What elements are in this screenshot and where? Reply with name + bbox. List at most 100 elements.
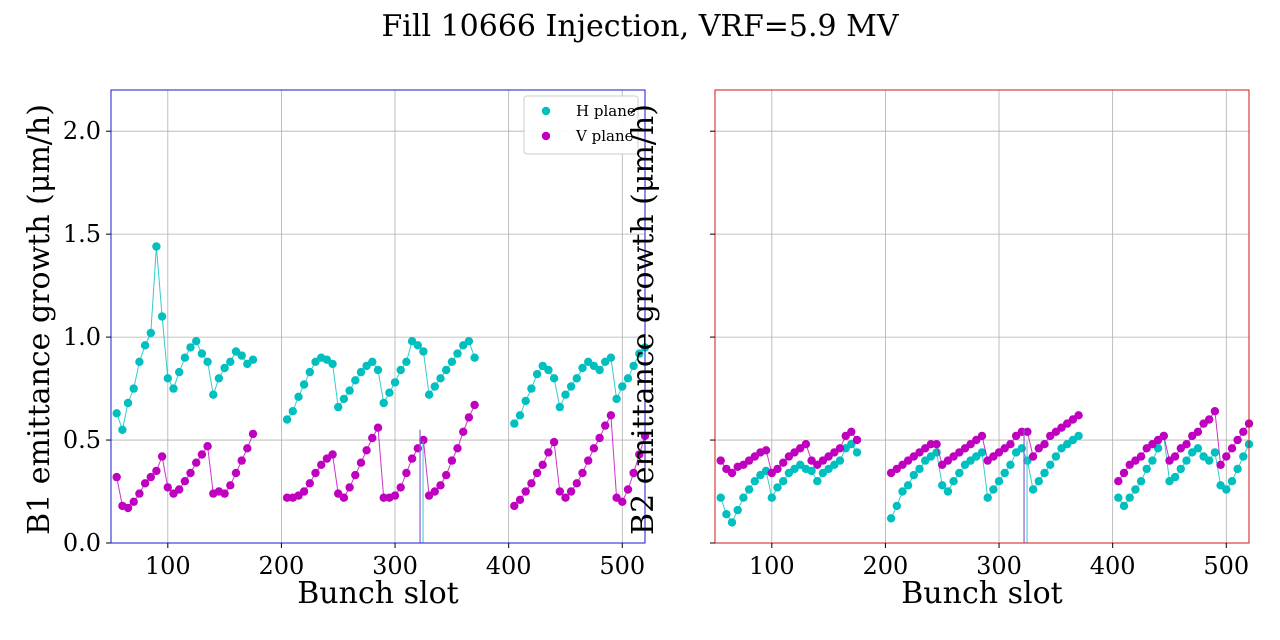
data-point bbox=[1114, 493, 1123, 502]
data-point bbox=[1040, 468, 1049, 478]
data-point bbox=[606, 353, 616, 362]
data-point bbox=[595, 433, 604, 443]
data-point bbox=[334, 402, 343, 412]
data-point bbox=[601, 421, 610, 430]
data-point bbox=[566, 382, 576, 391]
data-point bbox=[163, 374, 172, 383]
x-tick-label: 100 bbox=[145, 552, 191, 580]
data-point bbox=[368, 433, 377, 443]
y-tick-label: 1.5 bbox=[63, 220, 101, 248]
data-point bbox=[1028, 452, 1038, 461]
y-tick-label: 2.0 bbox=[63, 117, 101, 145]
data-point bbox=[578, 468, 587, 478]
data-point bbox=[739, 493, 748, 502]
data-point bbox=[180, 353, 190, 362]
data-point bbox=[175, 367, 184, 377]
data-point bbox=[898, 487, 907, 496]
x-tick-label: 400 bbox=[1090, 552, 1136, 580]
y-tick-label: 1.0 bbox=[63, 323, 101, 351]
data-point bbox=[584, 456, 593, 465]
data-point bbox=[977, 448, 987, 457]
data-point bbox=[572, 374, 581, 383]
data-point bbox=[1227, 444, 1237, 453]
data-point bbox=[938, 481, 947, 490]
data-point bbox=[368, 357, 377, 366]
data-point bbox=[163, 483, 172, 492]
data-point bbox=[356, 458, 366, 467]
spike-line bbox=[1023, 429, 1028, 543]
data-point bbox=[1159, 431, 1169, 441]
data-point bbox=[1193, 444, 1203, 453]
data-point bbox=[299, 487, 309, 496]
data-point bbox=[618, 497, 627, 506]
data-point bbox=[186, 468, 195, 478]
data-point bbox=[447, 357, 457, 366]
data-point bbox=[373, 365, 383, 375]
x-tick-label: 100 bbox=[749, 552, 795, 580]
data-point bbox=[203, 357, 212, 366]
data-point bbox=[1051, 452, 1061, 461]
data-point bbox=[807, 466, 816, 476]
data-point bbox=[835, 444, 845, 453]
data-point bbox=[977, 431, 987, 441]
data-point bbox=[459, 427, 468, 436]
data-point bbox=[544, 365, 553, 375]
data-point bbox=[1205, 415, 1214, 424]
data-point bbox=[231, 468, 241, 478]
data-point bbox=[1233, 435, 1242, 445]
data-point bbox=[1210, 407, 1220, 416]
data-point bbox=[226, 357, 235, 366]
data-point bbox=[112, 409, 121, 418]
data-point bbox=[727, 468, 737, 478]
data-point bbox=[1148, 456, 1157, 465]
data-point bbox=[510, 501, 519, 511]
data-point bbox=[589, 444, 599, 453]
data-point bbox=[915, 464, 924, 474]
data-point bbox=[390, 491, 400, 500]
data-point bbox=[1046, 460, 1055, 469]
data-point bbox=[402, 357, 411, 366]
data-point bbox=[169, 384, 178, 393]
y-axis-label: B1 emittance growth (μm/h) bbox=[22, 104, 57, 535]
data-point bbox=[852, 448, 862, 457]
x-tick-label: 200 bbox=[259, 552, 305, 580]
data-point bbox=[430, 487, 439, 496]
data-point bbox=[464, 337, 474, 346]
data-point bbox=[994, 477, 1004, 486]
data-point bbox=[430, 382, 439, 391]
data-point bbox=[339, 394, 349, 404]
data-point bbox=[1233, 464, 1242, 474]
data-point bbox=[595, 365, 604, 375]
data-point bbox=[1074, 411, 1083, 420]
y-axis-label: B2 emittance growth (μm/h) bbox=[626, 104, 661, 535]
data-point bbox=[402, 468, 411, 478]
data-point bbox=[351, 376, 360, 385]
data-point bbox=[773, 483, 782, 492]
data-point bbox=[1028, 485, 1038, 494]
data-point bbox=[453, 349, 462, 358]
data-point bbox=[305, 367, 314, 377]
data-point bbox=[157, 452, 167, 461]
data-point bbox=[436, 374, 445, 383]
data-point bbox=[419, 435, 428, 445]
data-point bbox=[1239, 452, 1248, 461]
data-point bbox=[1227, 477, 1237, 486]
data-point bbox=[527, 479, 536, 488]
data-point bbox=[544, 448, 553, 457]
data-point bbox=[407, 454, 417, 463]
data-point bbox=[527, 384, 536, 393]
data-point bbox=[779, 477, 788, 486]
data-point bbox=[635, 450, 644, 459]
data-point bbox=[532, 370, 542, 379]
data-point bbox=[123, 398, 133, 408]
data-point bbox=[385, 388, 394, 397]
data-point bbox=[396, 483, 405, 492]
data-point bbox=[180, 477, 190, 486]
data-point bbox=[118, 425, 127, 434]
data-point bbox=[328, 359, 337, 369]
data-point bbox=[299, 380, 309, 389]
data-point bbox=[578, 363, 587, 373]
data-point bbox=[351, 470, 360, 480]
series-line-segment bbox=[116, 246, 254, 432]
